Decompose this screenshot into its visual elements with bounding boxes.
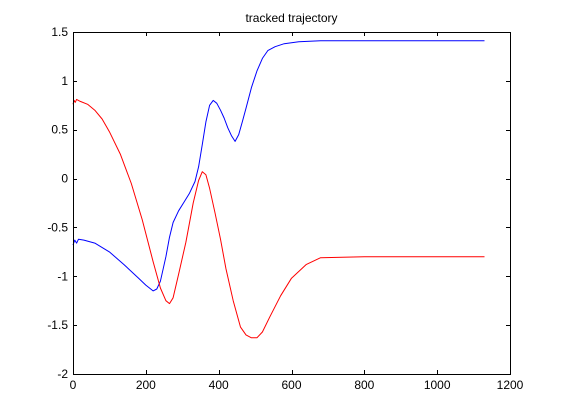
tick-layer: 0 200 400 600 800 1000 1200 -2 -1.5 -1 -0.5 0 0.5 1 1.…	[47, 25, 523, 392]
y-tick-label: 1	[61, 74, 68, 88]
y-tick-label: -1.5	[47, 318, 68, 332]
x-tick-label: 400	[209, 378, 229, 392]
x-tick-label: 200	[136, 378, 156, 392]
series-line-2	[72, 98, 485, 339]
series-layer	[72, 40, 485, 339]
series-line-1	[72, 40, 485, 292]
y-tick-label: -2	[57, 367, 68, 381]
x-tick-label: 800	[354, 378, 374, 392]
chart-title: tracked trajectory	[245, 11, 337, 25]
y-tick-label: 1.5	[51, 25, 68, 39]
y-tick-label: -1	[57, 269, 68, 283]
x-tick-label: 600	[281, 378, 301, 392]
y-tick-label: 0	[61, 172, 68, 186]
y-tick-label: -0.5	[47, 220, 68, 234]
x-tick-label: 0	[70, 378, 77, 392]
x-tick-label: 1200	[497, 378, 524, 392]
y-tick-label: 0.5	[51, 123, 68, 137]
x-tick-label: 1000	[424, 378, 451, 392]
